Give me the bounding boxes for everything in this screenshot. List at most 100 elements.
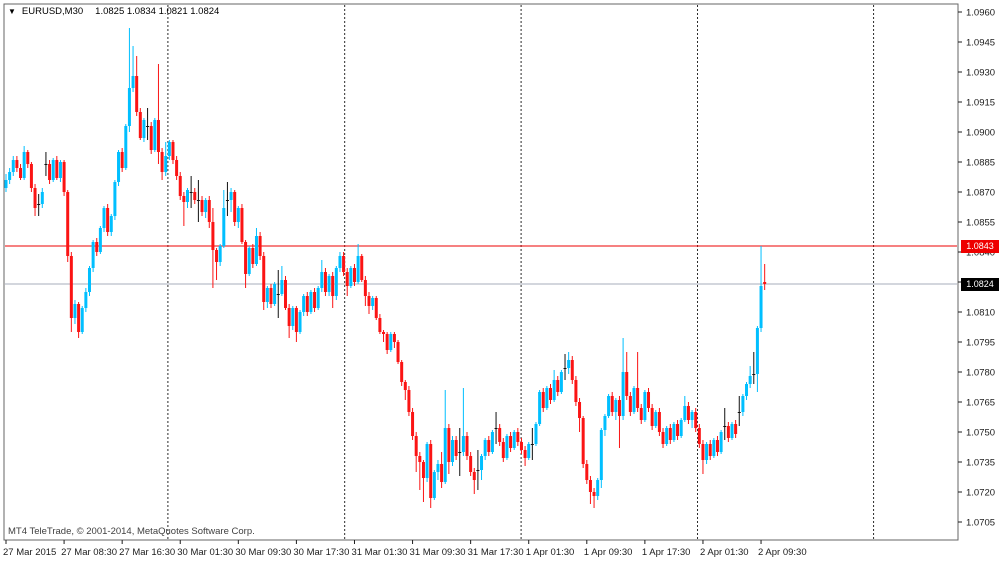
candle [621,338,625,420]
candle-body [578,402,582,418]
candle [708,440,712,460]
candle-body [686,406,690,420]
candle [251,244,255,268]
candle [755,326,759,392]
candle-body [37,204,41,205]
candle-body [345,272,349,286]
price-axis-label: 1.0900 [966,128,995,139]
candle-body [211,222,215,250]
candle-body [411,412,415,436]
candle-body [458,452,462,453]
candle [106,204,110,236]
candle [127,28,131,132]
candle [647,388,651,412]
chart-title: ▼ EURUSD,M30 1.0825 1.0834 1.0821 1.0824 [8,6,219,17]
candle [146,108,150,140]
candle-body [436,464,440,472]
candle-body [665,428,669,444]
candle [385,332,389,354]
price-axis-label: 1.0765 [966,398,995,409]
candle [392,332,396,348]
price-axis-label: 1.0945 [966,38,995,49]
candle-body [323,272,327,292]
candle-body [443,428,447,482]
candle-body [490,432,494,452]
candle-body [694,412,698,428]
candle-body [447,428,451,462]
candle [327,274,331,296]
candle [360,254,364,282]
candle-body [701,444,705,460]
candle [436,460,440,480]
candle-body [229,192,233,200]
candle [705,442,709,464]
price-axis-label: 1.0840 [966,248,995,259]
candle [236,206,240,228]
candle [741,394,745,416]
candle [559,370,563,394]
candle [505,434,509,460]
candle-body [581,418,585,464]
candle-body [650,408,654,426]
symbol-dropdown-icon[interactable]: ▼ [8,7,16,16]
candle-body [668,428,672,440]
candle-body [262,256,266,302]
candle-body [432,472,436,498]
candle-body [519,442,523,450]
candle [225,182,229,216]
price-axis-label: 1.0930 [966,68,995,79]
candle-body [269,288,273,304]
time-axis-label: 31 Mar 17:30 [468,547,524,558]
candle-body [247,248,251,274]
candle [22,146,26,180]
candle-body [55,160,59,178]
price-axis-label: 1.0705 [966,518,995,529]
candle-body [588,480,592,492]
candle [44,152,48,176]
price-axis-label: 1.0750 [966,428,995,439]
candle [258,232,262,260]
candle-body [182,196,186,202]
candle [120,148,124,172]
candle [730,422,734,440]
candle [331,272,335,308]
candle-body [676,424,680,436]
candle [592,488,596,508]
candle-body [33,188,37,208]
candle-body [465,436,469,456]
candle [233,190,237,226]
candle [411,408,415,440]
candle-body [29,164,33,188]
candle-body [556,380,560,392]
candle [29,162,33,192]
candle [665,426,669,446]
candle-body [26,152,30,164]
candle [570,356,574,384]
candle [178,172,182,200]
candle [654,410,658,428]
candle-body [313,292,317,308]
candle-body [672,424,676,440]
candle-body [421,462,425,478]
candle-body [745,384,749,396]
candle-body [127,88,131,126]
candle [131,46,135,92]
candle [207,196,211,228]
candle [530,428,534,460]
candle-body [538,392,542,424]
candle-body [4,180,8,188]
candle-body [363,280,367,296]
candle [349,266,353,288]
candle-body [628,396,632,412]
candle [40,188,44,208]
price-axis-label: 1.0720 [966,488,995,499]
candle [211,208,215,288]
candle [142,118,146,142]
candle [149,122,153,154]
candle-body [225,200,229,201]
candle [91,240,95,272]
candle [135,56,139,116]
candle [712,438,716,458]
candle [291,306,295,330]
